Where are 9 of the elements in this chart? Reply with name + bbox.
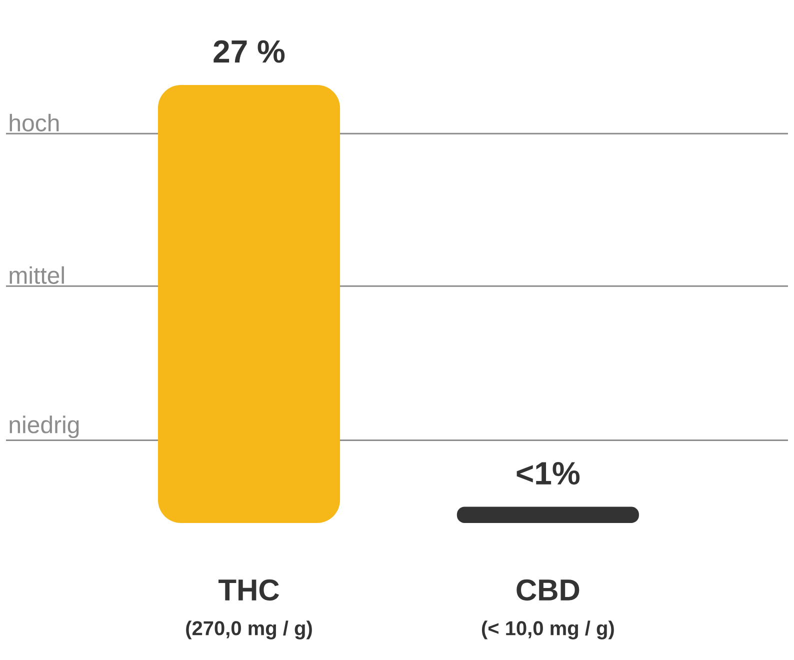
text: (270,0 mg / g)	[186, 620, 312, 640]
data-label: <1%	[516, 462, 580, 485]
text: (< 10,0 mg / g)	[482, 620, 614, 640]
x-tick-label: THC	[218, 579, 280, 601]
ref-line-label: niedrig	[10, 416, 79, 438]
data-label: 27 %	[214, 40, 285, 63]
x-tick-label: CBD	[516, 579, 580, 601]
ref-line-label: mittel	[10, 266, 64, 284]
ref-line-label: hoch	[10, 114, 59, 132]
